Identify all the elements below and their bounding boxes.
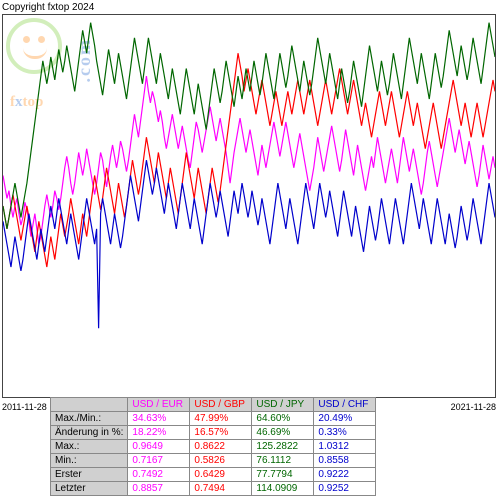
table-cell: 18.22% [128,426,190,440]
table-row-header: Erster [51,468,128,482]
copyright-text: Copyright fxtop 2024 [2,2,94,13]
table-cell: 47.99% [190,412,252,426]
table-cell: 0.6429 [190,468,252,482]
table-cell: 125.2822 [252,440,314,454]
table-cell: 0.7167 [128,454,190,468]
table-cell: 20.49% [314,412,376,426]
table-cell: 0.7494 [190,482,252,496]
table-cell: 0.9222 [314,468,376,482]
table-cell: 1.0312 [314,440,376,454]
table-cell: 0.8622 [190,440,252,454]
table-row-header: Max./Min.: [51,412,128,426]
table-col-header: USD / CHF [314,398,376,412]
table-col-header: USD / GBP [190,398,252,412]
table-col-header: USD / EUR [128,398,190,412]
table-col-header: USD / JPY [252,398,314,412]
table-cell: 77.7794 [252,468,314,482]
x-axis-start: 2011-11-28 [2,402,47,412]
table-row-header: Max.: [51,440,128,454]
table-row-header: Änderung in %: [51,426,128,440]
table-row-header: Letzter [51,482,128,496]
table-cell: 0.33% [314,426,376,440]
table-cell: 0.8857 [128,482,190,496]
table-cell: 0.9649 [128,440,190,454]
stats-table: USD / EURUSD / GBPUSD / JPYUSD / CHF Max.… [50,397,376,496]
table-cell: 64.60% [252,412,314,426]
table-cell: 34.63% [128,412,190,426]
x-axis-end: 2021-11-28 [451,402,496,412]
chart-lines [3,15,495,397]
table-cell: 76.1112 [252,454,314,468]
table-cell: 0.9252 [314,482,376,496]
table-corner [51,398,128,412]
table-cell: 0.5826 [190,454,252,468]
currency-chart [2,14,496,398]
table-cell: 46.69% [252,426,314,440]
series-line [3,160,495,328]
table-cell: 114.0909 [252,482,314,496]
table-cell: 0.8558 [314,454,376,468]
table-cell: 0.7492 [128,468,190,482]
table-cell: 16.57% [190,426,252,440]
table-row-header: Min.: [51,454,128,468]
